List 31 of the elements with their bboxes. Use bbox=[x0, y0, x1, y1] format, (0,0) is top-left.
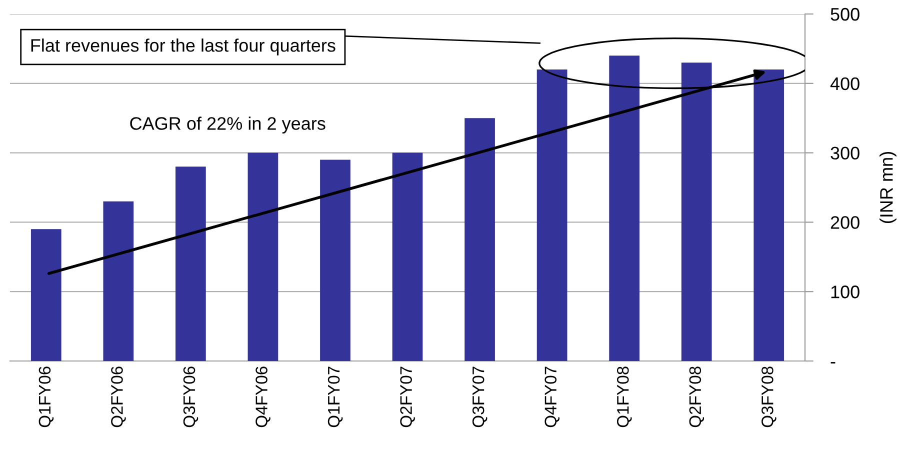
x-tick-label: Q4FY06 bbox=[256, 366, 270, 428]
y-tick-label: 500 bbox=[830, 8, 860, 21]
x-tick-label: Q3FY06 bbox=[183, 366, 198, 428]
y-tick-label: 100 bbox=[831, 286, 860, 298]
x-tick-label: Q3FY07 bbox=[472, 366, 488, 428]
bar bbox=[536, 70, 568, 361]
x-tick-label: Q4FY07 bbox=[544, 366, 560, 428]
annotation: Flat revenues for the last four quarters bbox=[31, 38, 336, 56]
bar bbox=[103, 201, 134, 361]
bar bbox=[609, 56, 640, 361]
y-axis-title: (INR mn) bbox=[880, 152, 896, 223]
bar bbox=[248, 152, 278, 361]
bar bbox=[681, 62, 712, 361]
x-tick-label: Q2FY08 bbox=[689, 366, 704, 428]
bar bbox=[176, 166, 206, 361]
bar bbox=[392, 152, 423, 361]
x-tick-label: Q2FY06 bbox=[111, 366, 126, 428]
x-tick-label: Q2FY07 bbox=[400, 366, 415, 428]
x-tick-label: Q1FY06 bbox=[38, 366, 54, 428]
annotation: CAGR of 22% in 2 years bbox=[130, 116, 326, 134]
y-tick-label: - bbox=[830, 362, 836, 364]
bar bbox=[30, 229, 62, 361]
y-tick-label: 300 bbox=[830, 146, 860, 160]
x-tick-label: Q1FY08 bbox=[616, 366, 632, 428]
x-tick-label: Q1FY07 bbox=[328, 366, 343, 428]
bar bbox=[320, 160, 350, 361]
y-tick-label: 400 bbox=[830, 77, 860, 90]
y-tick-label: 200 bbox=[830, 216, 860, 229]
bar bbox=[464, 118, 495, 361]
bar bbox=[754, 70, 784, 361]
x-tick-label: Q3FY08 bbox=[762, 366, 776, 428]
